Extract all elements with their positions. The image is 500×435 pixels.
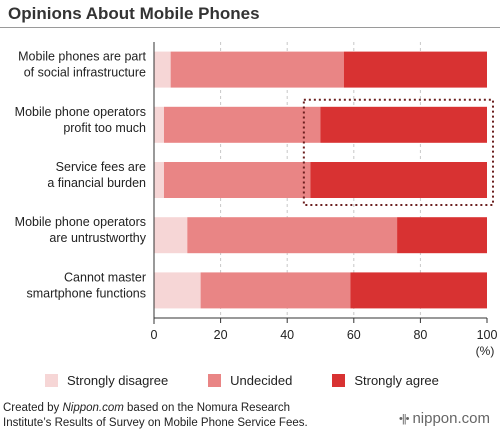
bar-segment [170, 51, 344, 88]
source-suffix: based on the Nomura Research [123, 402, 291, 414]
category-label: profit too much [63, 121, 146, 135]
x-unit-label: (%) [476, 344, 495, 358]
source-note: Created by Nippon.com based on the Nomur… [3, 401, 308, 431]
chart-title: Opinions About Mobile Phones [8, 4, 260, 23]
x-tick-label: 60 [347, 328, 361, 342]
logo-icon: •||• [399, 412, 409, 425]
bar-segment [154, 106, 164, 143]
category-label: are untrustworthy [49, 231, 146, 245]
bar-segment [200, 272, 351, 309]
category-label: a financial burden [47, 176, 146, 190]
category-label: Mobile phone operators [15, 215, 146, 229]
publisher-logo: •||• nippon.com [399, 410, 490, 427]
x-tick-label: 0 [151, 328, 158, 342]
x-tick-label: 20 [214, 328, 228, 342]
category-label: Mobile phone operators [15, 105, 146, 119]
legend-item-strongly-agree: Strongly agree [332, 373, 439, 388]
x-tick-label: 80 [413, 328, 427, 342]
legend: Strongly disagree Undecided Strongly agr… [45, 373, 479, 388]
category-label: Service fees are [56, 160, 146, 174]
bar-segment [320, 106, 487, 143]
x-tick-label: 100 [477, 328, 498, 342]
category-label: of social infrastructure [24, 66, 146, 80]
bar-segment [187, 217, 398, 254]
legend-swatch [332, 374, 346, 387]
x-tick-label: 40 [280, 328, 294, 342]
bar-segment [154, 217, 188, 254]
category-label: smartphone functions [26, 286, 146, 300]
legend-swatch [45, 374, 58, 387]
category-label: Cannot master [64, 270, 146, 284]
title-divider [0, 27, 500, 28]
source-line-2: Institute’s Results of Survey on Mobile … [3, 417, 308, 429]
source-prefix: Created by [3, 402, 63, 414]
bar-segment [310, 162, 487, 198]
logo-text: nippon.com [412, 410, 490, 427]
bar-segment [154, 162, 164, 198]
bar-segment [154, 51, 171, 88]
bar-segment [397, 217, 487, 254]
bar-segment [343, 51, 487, 88]
category-label: Mobile phones are part [18, 50, 146, 64]
source-name: Nippon.com [62, 402, 124, 414]
legend-item-undecided: Undecided [208, 373, 292, 388]
highlight-box [302, 98, 494, 206]
legend-item-strongly-disagree: Strongly disagree [45, 373, 168, 388]
bar-segment [350, 272, 487, 309]
source-line-1: Created by Nippon.com based on the Nomur… [3, 401, 308, 416]
legend-label: Strongly disagree [67, 373, 169, 388]
legend-label: Strongly agree [354, 373, 439, 388]
legend-label: Undecided [230, 373, 293, 388]
bar-segment [154, 272, 201, 309]
bar-chart: Mobile phones are part of social infrastr… [15, 42, 498, 358]
bar-segment [163, 162, 311, 198]
legend-swatch [208, 374, 222, 387]
bar-segment [163, 106, 321, 143]
